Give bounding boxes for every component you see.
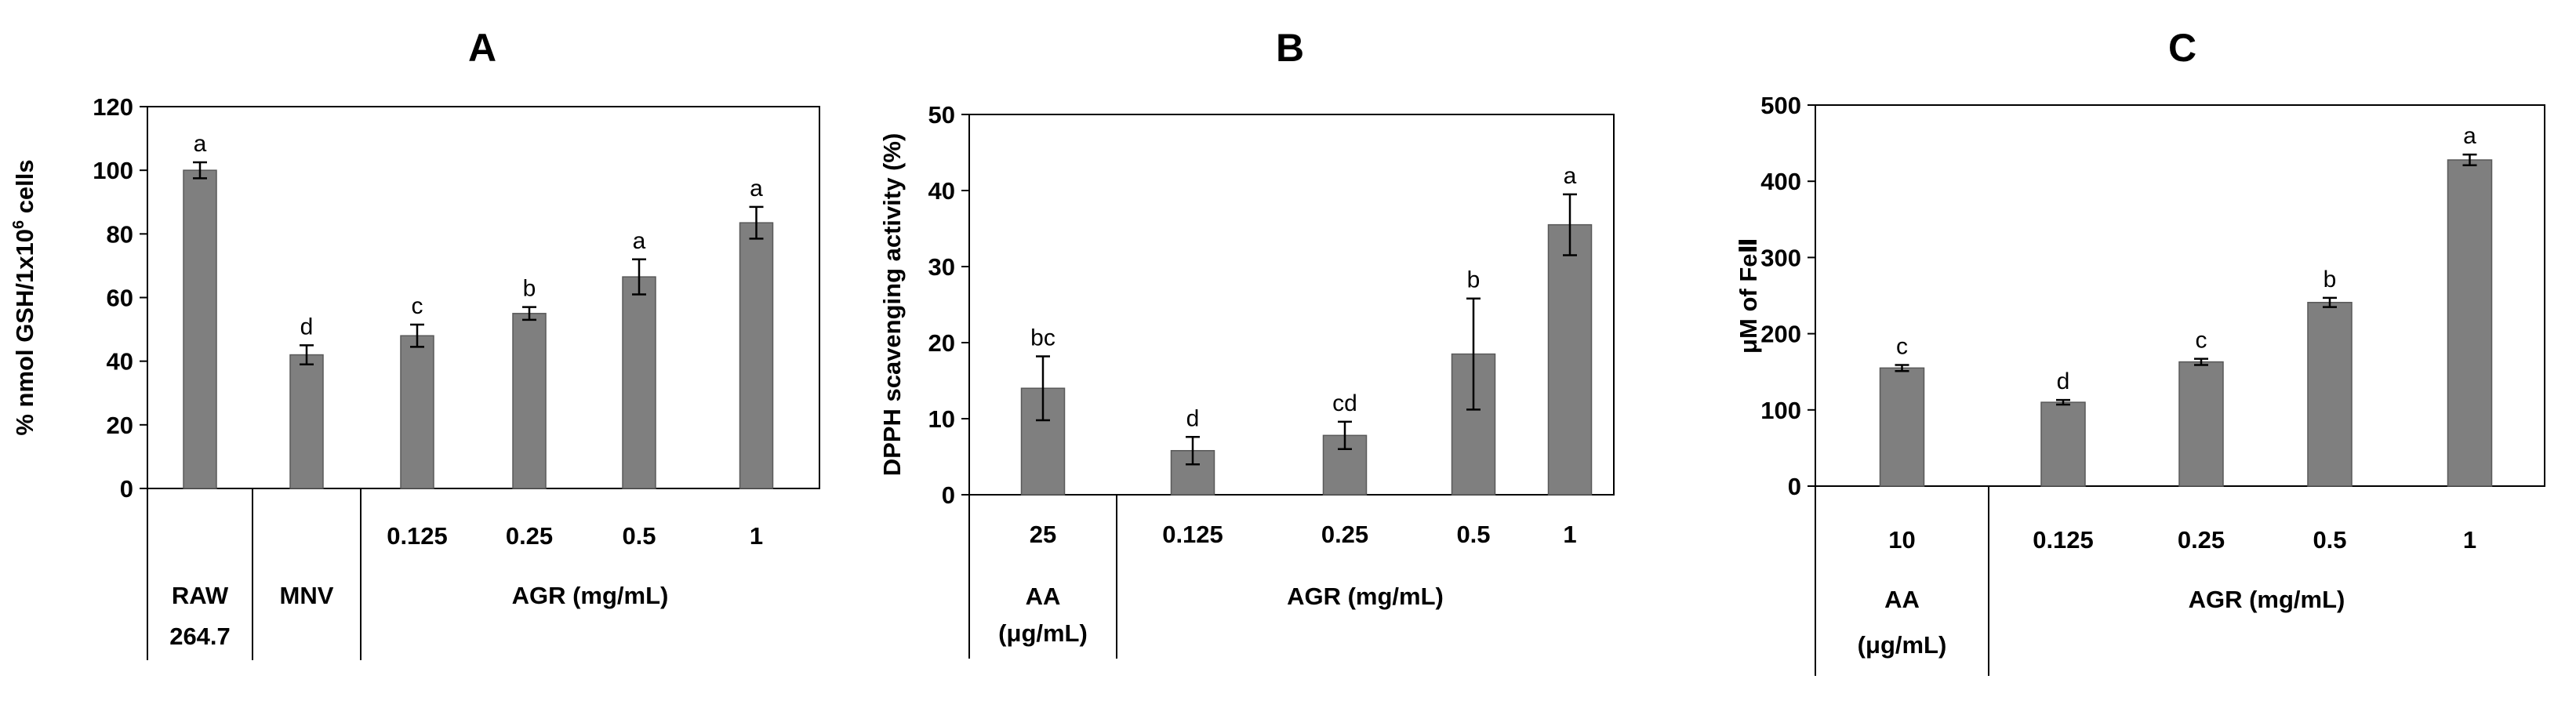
panel-a-bar <box>183 169 217 489</box>
panel-a-significance-label: c <box>412 293 423 319</box>
panel-c-bar <box>2178 361 2224 487</box>
panel-a-group-label: RAW <box>172 582 229 609</box>
panel-c-significance-label: b <box>2323 267 2337 292</box>
panel-c-significance-label: c <box>1896 333 1908 359</box>
panel-b-plot-frame <box>968 114 1615 496</box>
panel-b-category-label: 25 <box>1030 521 1056 548</box>
panel-a: A 0 20 40 60 80 100 120 % nmol GSH/1x106 cells a d… <box>10 26 820 660</box>
panel-a-ytick-label: 60 <box>107 285 133 312</box>
panel-c-category-label: 0.25 <box>2178 526 2225 554</box>
panel-b-ytick-label: 30 <box>928 253 955 281</box>
panel-c-category-label: 0.5 <box>2313 526 2346 554</box>
panel-b-ylabel-text: DPPH scavenging activity (%) <box>878 133 906 477</box>
panel-b-category-label: 0.25 <box>1321 521 1368 548</box>
panel-b-significance-label: bc <box>1030 325 1055 350</box>
panel-b-ytick-label: 40 <box>928 177 955 205</box>
panel-c-ylabel-text: μM of FeⅡ <box>1735 238 1762 354</box>
panel-c-bar <box>2040 401 2086 487</box>
panel-c-ylabel: μM of FeⅡ <box>1735 238 1762 354</box>
panel-a-category-label: 0.25 <box>506 522 553 550</box>
panel-c-ytick-label: 100 <box>1760 397 1801 424</box>
panel-b-ytick-label: 50 <box>928 101 955 129</box>
panel-b-significance-label: b <box>1467 267 1481 293</box>
panel-b-category-label: 1 <box>1563 521 1576 548</box>
panel-a-ytick-label: 80 <box>107 220 133 248</box>
panel-c-category-label: 10 <box>1888 526 1915 554</box>
panel-c-ytick-label: 0 <box>1788 473 1801 500</box>
panel-c-bar <box>2447 159 2493 487</box>
panel-b-group-label: AGR (mg/mL) <box>1287 583 1444 610</box>
panel-c-group-label: AGR (mg/mL) <box>2189 586 2345 613</box>
panel-b-significance-label: cd <box>1332 390 1357 416</box>
panel-a-ytick-label: 0 <box>120 475 133 503</box>
panel-c-bar <box>1879 367 1925 487</box>
panel-c-significance-label: d <box>2057 369 2070 394</box>
panel-c-group-label: (μg/mL) <box>1858 631 1947 659</box>
panel-a-bar <box>289 354 324 489</box>
panel-a-category-label: 0.125 <box>387 522 448 550</box>
panel-c-ytick-label: 500 <box>1760 92 1801 119</box>
panel-a-bar <box>622 276 656 489</box>
panel-b: B 0 10 20 30 40 50 DPPH scavenging activity (%)… <box>878 26 1615 659</box>
panel-c-category-label: 1 <box>2463 526 2476 554</box>
panel-b-significance-label: d <box>1186 405 1200 431</box>
panel-b-ytick-label: 0 <box>942 481 955 509</box>
panel-b-group-label: (μg/mL) <box>998 619 1088 647</box>
panel-a-ylabel-superscript: 6 <box>10 220 27 229</box>
panel-a-ylabel: % nmol GSH/1x106 cells <box>10 159 38 435</box>
panel-a-bar <box>739 222 774 489</box>
panel-a-ytick-label: 120 <box>93 93 133 121</box>
panel-c-significance-label: c <box>2196 328 2207 354</box>
panel-a-significance-label: a <box>633 228 646 254</box>
panel-c-category-label: 0.125 <box>2033 526 2094 554</box>
panel-a-bar <box>512 313 547 489</box>
panel-b-category-label: 0.5 <box>1456 521 1490 548</box>
panel-b-significance-label: a <box>1564 163 1577 189</box>
panel-c: C 0 100 200 300 400 500 μM of FeⅡ c 10 d 0.125 c 0.25… <box>1735 26 2545 676</box>
panel-b-ylabel: DPPH scavenging activity (%) <box>878 133 906 477</box>
panel-c-group-label: AA <box>1884 586 1920 613</box>
panel-c-significance-label: a <box>2463 123 2476 149</box>
panel-b-ytick-label: 10 <box>928 405 955 433</box>
panel-a-ytick-label: 40 <box>107 348 133 376</box>
panel-a-ytick-label: 20 <box>107 412 133 439</box>
panel-a-significance-label: d <box>300 314 314 339</box>
panel-a-bar <box>400 335 434 489</box>
panel-c-ytick-label: 400 <box>1760 168 1801 195</box>
panel-a-category-label: 0.5 <box>622 522 656 550</box>
panel-a-group-label: AGR (mg/mL) <box>512 582 669 609</box>
panel-a-significance-label: b <box>523 276 536 302</box>
panel-b-ytick-label: 20 <box>928 329 955 357</box>
panel-b-bar <box>1547 223 1593 496</box>
panel-a-group-label: MNV <box>280 582 334 609</box>
panel-c-bar <box>2307 301 2353 487</box>
panel-a-title: A <box>468 26 496 70</box>
panel-b-category-label: 0.125 <box>1162 521 1223 548</box>
panel-a-category-label: 1 <box>750 522 763 550</box>
panel-a-group-label: 264.7 <box>169 623 231 650</box>
panel-c-ytick-label: 300 <box>1760 244 1801 271</box>
panel-a-plot-frame <box>147 106 820 489</box>
panel-b-group-label: AA <box>1026 583 1061 610</box>
panel-a-ylabel-text: % nmol GSH/1x10 <box>11 229 38 436</box>
panel-c-ytick-label: 200 <box>1760 321 1801 348</box>
panel-a-ylabel-suffix: cells <box>11 159 38 220</box>
panel-a-significance-label: a <box>194 131 207 157</box>
panel-a-significance-label: a <box>750 176 763 202</box>
panel-b-title: B <box>1276 26 1304 70</box>
panel-c-title: C <box>2168 26 2196 70</box>
panel-a-ytick-label: 100 <box>93 157 133 184</box>
